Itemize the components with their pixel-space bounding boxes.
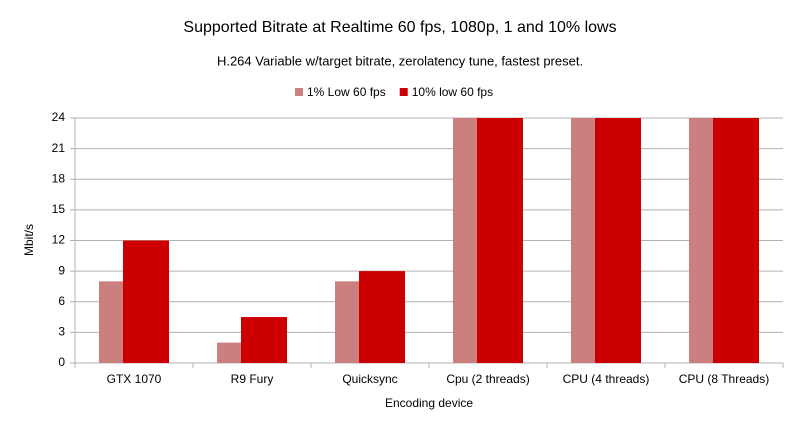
legend-label: 1% Low 60 fps: [307, 85, 386, 99]
bar: [713, 118, 759, 363]
y-tick-label: 21: [52, 141, 66, 155]
legend-swatch: [295, 88, 303, 96]
x-tick-label: Quicksync: [342, 372, 397, 386]
y-tick-label: 18: [52, 171, 66, 185]
x-tick-label: R9 Fury: [231, 372, 274, 386]
y-tick-label: 0: [58, 355, 65, 369]
bar: [241, 317, 287, 363]
bar: [359, 271, 405, 363]
x-tick-label: CPU (4 threads): [563, 372, 650, 386]
x-axis-label: Encoding device: [385, 396, 473, 410]
legend-swatch: [399, 88, 408, 96]
x-tick-label: CPU (8 Threads): [679, 372, 769, 386]
y-axis-label: Mbit/s: [22, 224, 36, 256]
bar: [477, 118, 523, 363]
x-tick-label: Cpu (2 threads): [446, 372, 529, 386]
legend-label: 10% low 60 fps: [412, 85, 493, 99]
chart-title: Supported Bitrate at Realtime 60 fps, 10…: [183, 19, 616, 36]
x-tick-label: GTX 1070: [107, 372, 162, 386]
y-tick-label: 9: [58, 263, 65, 277]
bar: [123, 240, 169, 363]
bar: [595, 118, 641, 363]
chart-subtitle: H.264 Variable w/target bitrate, zerolat…: [217, 53, 583, 68]
y-tick-label: 3: [58, 325, 65, 339]
y-tick-label: 6: [58, 294, 65, 308]
y-tick-label: 15: [52, 202, 66, 216]
y-tick-label: 24: [52, 110, 66, 124]
y-tick-label: 12: [52, 233, 66, 247]
